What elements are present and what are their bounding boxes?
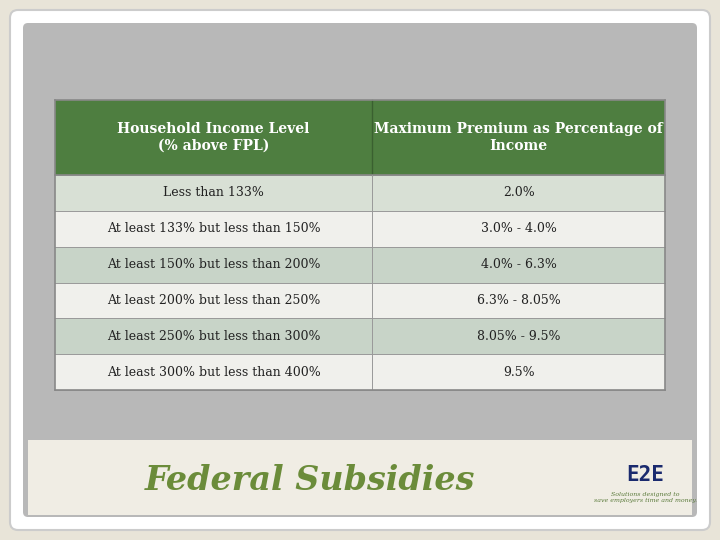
Bar xyxy=(55,354,372,390)
FancyBboxPatch shape xyxy=(28,440,692,515)
Bar xyxy=(55,100,665,390)
Bar xyxy=(372,319,665,354)
Bar xyxy=(372,247,665,282)
Text: At least 250% but less than 300%: At least 250% but less than 300% xyxy=(107,330,320,343)
Text: 6.3% - 8.05%: 6.3% - 8.05% xyxy=(477,294,560,307)
Text: Household Income Level
(% above FPL): Household Income Level (% above FPL) xyxy=(117,123,310,153)
Bar xyxy=(372,354,665,390)
Text: 3.0% - 4.0%: 3.0% - 4.0% xyxy=(481,222,557,235)
Text: Maximum Premium as Percentage of
Income: Maximum Premium as Percentage of Income xyxy=(374,123,663,153)
Text: At least 150% but less than 200%: At least 150% but less than 200% xyxy=(107,258,320,271)
Text: 8.05% - 9.5%: 8.05% - 9.5% xyxy=(477,330,560,343)
Bar xyxy=(372,282,665,319)
Bar xyxy=(372,175,665,211)
Bar xyxy=(55,319,372,354)
Text: Federal Subsidies: Federal Subsidies xyxy=(145,463,475,496)
Bar xyxy=(28,443,692,513)
Text: Solutions designed to
save employers time and money.: Solutions designed to save employers tim… xyxy=(593,492,696,503)
Bar xyxy=(55,247,372,282)
Text: At least 300% but less than 400%: At least 300% but less than 400% xyxy=(107,366,320,379)
Text: At least 200% but less than 250%: At least 200% but less than 250% xyxy=(107,294,320,307)
Text: 9.5%: 9.5% xyxy=(503,366,534,379)
Text: 4.0% - 6.3%: 4.0% - 6.3% xyxy=(481,258,557,271)
Bar xyxy=(55,100,372,175)
Bar xyxy=(372,100,665,175)
Bar xyxy=(55,211,372,247)
FancyBboxPatch shape xyxy=(23,23,697,517)
Text: 2.0%: 2.0% xyxy=(503,186,534,199)
FancyBboxPatch shape xyxy=(10,10,710,530)
Text: Less than 133%: Less than 133% xyxy=(163,186,264,199)
Text: E2E: E2E xyxy=(626,465,664,485)
Text: At least 133% but less than 150%: At least 133% but less than 150% xyxy=(107,222,320,235)
Bar xyxy=(55,175,372,211)
Bar xyxy=(372,211,665,247)
Bar xyxy=(55,282,372,319)
